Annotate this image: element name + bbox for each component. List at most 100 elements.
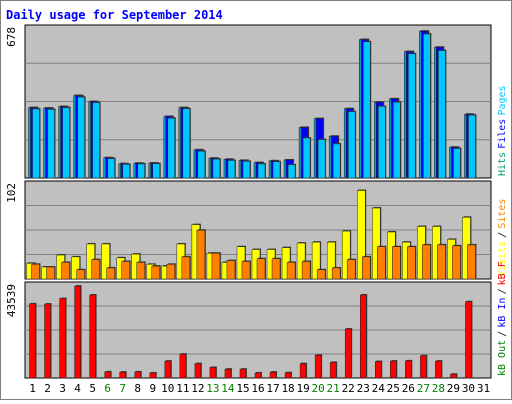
bar-middle-sites [392, 246, 401, 280]
bar-middle-sites [361, 256, 371, 280]
panel-middle-axis-label: Sites [497, 199, 508, 229]
bar-top-pages [272, 161, 281, 179]
bar-bottom-kb-f [314, 354, 322, 379]
x-tick-label: 20 [312, 382, 325, 395]
bar-bottom-kb-f [179, 353, 187, 379]
bar-bottom-kb-f [164, 360, 172, 379]
bar-top-pages [167, 117, 176, 179]
x-tick-label: 31 [477, 382, 490, 395]
x-tick-label: 5 [89, 382, 96, 395]
bar-top-pages [378, 106, 386, 179]
bar-middle-sites [377, 246, 386, 280]
bar-top-pages [468, 114, 476, 179]
bar-bottom-kb-f [134, 371, 141, 379]
bar-top-pages [302, 137, 311, 179]
x-tick-label: 12 [191, 382, 204, 395]
bar-bottom-kb-f [194, 363, 202, 379]
bar-bottom-kb-f [104, 371, 111, 379]
panel-bottom-axis-label: kB F [497, 261, 508, 285]
bar-middle-visits [372, 207, 381, 280]
bar-middle-sites [226, 260, 236, 280]
panel-top-axis-label: Files [497, 119, 508, 149]
bar-top-pages [32, 108, 40, 179]
x-tick-label: 11 [176, 382, 189, 395]
x-tick-label: 22 [342, 382, 355, 395]
panel-middle-max-label: 102 [5, 183, 18, 203]
bar-top-pages [317, 139, 326, 179]
x-tick-label: 30 [462, 382, 475, 395]
panel-top-max-label: 678 [5, 27, 18, 47]
chart-title: Daily usage for September 2014 [6, 8, 223, 22]
bar-top-pages [438, 50, 446, 179]
bar-top-pages [362, 41, 371, 179]
x-tick-label: 10 [161, 382, 174, 395]
bar-top-pages [393, 101, 401, 179]
x-tick-label: 27 [417, 382, 430, 395]
bar-top-pages [77, 96, 85, 179]
bar-top-pages [453, 148, 461, 179]
bar-top-pages [408, 53, 416, 179]
panel-middle-axis-label: Visits [497, 241, 508, 277]
bar-bottom-kb-f [375, 361, 382, 379]
bar-top-pages [287, 164, 296, 179]
bar-top-pages [92, 102, 100, 179]
bar-bottom-kb-f [435, 360, 442, 379]
bar-bottom-kb-f [239, 368, 247, 379]
bar-middle-sites [331, 267, 341, 280]
bar-bottom-kb-f [344, 328, 352, 379]
panel-bottom-max-label: 43539 [5, 284, 18, 317]
bar-middle-sites [76, 269, 85, 280]
bar-middle-sites [211, 252, 221, 280]
bar-middle-sites [136, 262, 145, 280]
x-tick-label: 28 [432, 382, 445, 395]
panel-top-axis-label: Pages [497, 85, 508, 115]
bar-middle-sites [452, 245, 461, 280]
bar-bottom-kb-f [254, 372, 262, 379]
bar-top-pages [257, 163, 266, 179]
bar-middle-sites [346, 259, 356, 280]
bar-middle-sites [31, 264, 40, 280]
bar-bottom-kb-f [450, 373, 457, 379]
bar-middle-sites [437, 244, 446, 280]
bar-bottom-kb-f [89, 294, 96, 379]
bar-bottom-kb-f [299, 363, 307, 379]
bar-middle-visits [341, 230, 351, 280]
bar-bottom-kb-f [390, 360, 397, 379]
bar-bottom-kb-f [149, 372, 157, 379]
bar-top-pages [152, 163, 161, 179]
bar-middle-sites [151, 265, 161, 280]
x-tick-label: 7 [119, 382, 126, 395]
bar-middle-sites [316, 269, 326, 280]
bar-middle-sites [286, 262, 296, 280]
panel-top-axis-label: Hits [497, 152, 508, 176]
x-tick-label: 25 [387, 382, 400, 395]
bar-middle-sites [407, 246, 416, 280]
bar-top-pages [332, 143, 341, 179]
bar-top-pages [423, 33, 431, 179]
panel-bottom-axis-label: / [497, 288, 508, 294]
x-tick-label: 2 [44, 382, 51, 395]
bar-bottom-kb-f [465, 301, 472, 379]
bar-middle-sites [256, 258, 266, 280]
panel-bottom-axis-label: kB In [497, 298, 508, 328]
bar-middle-sites [196, 229, 206, 280]
x-tick-label: 18 [281, 382, 294, 395]
bar-top-pages [137, 163, 145, 179]
bar-middle-visits [326, 241, 336, 280]
bar-bottom-kb-f [359, 294, 367, 379]
x-tick-label: 24 [372, 382, 386, 395]
bar-bottom-kb-f [284, 372, 292, 379]
bar-bottom-kb-f [209, 367, 217, 379]
bar-bottom-kb-f [420, 355, 427, 379]
bar-middle-visits [356, 190, 366, 280]
bar-bottom-kb-f [269, 371, 277, 379]
bar-middle-sites [121, 261, 130, 280]
bar-middle-sites [61, 262, 70, 280]
bar-middle-sites [166, 264, 176, 280]
bar-top-pages [182, 108, 191, 179]
x-tick-label: 26 [402, 382, 415, 395]
bar-bottom-kb-f [329, 362, 337, 379]
bar-middle-sites [241, 261, 251, 280]
